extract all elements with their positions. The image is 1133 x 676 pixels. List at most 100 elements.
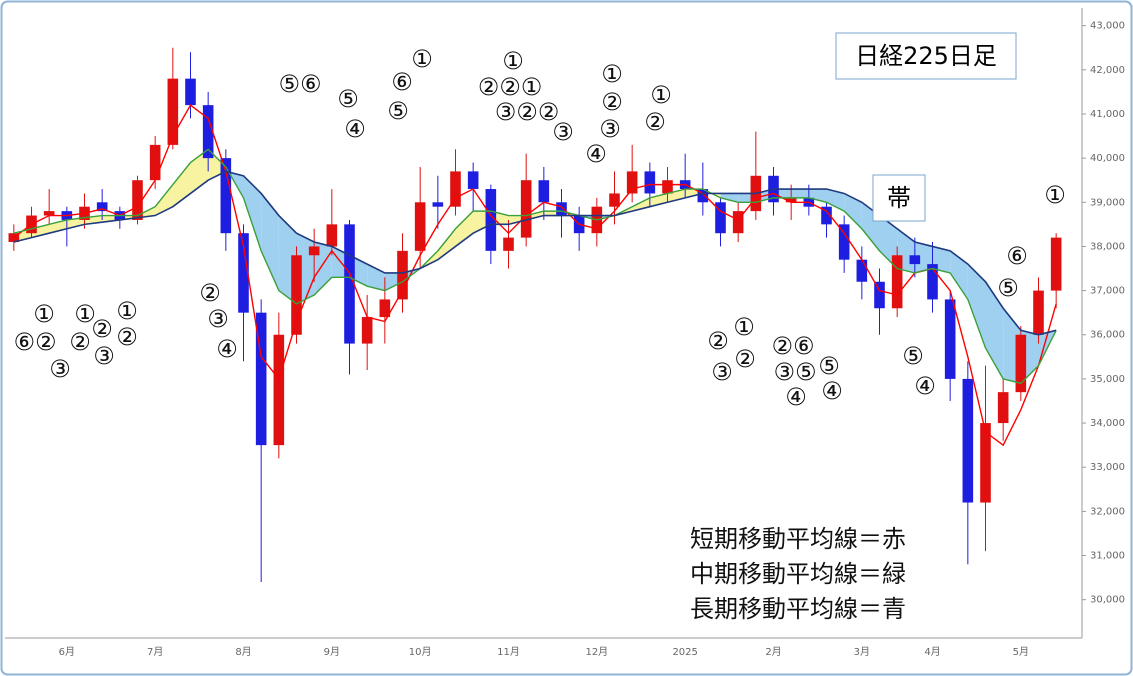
candle-body: [361, 317, 373, 344]
annotation: ④: [344, 115, 366, 143]
annotation: ①: [733, 313, 755, 341]
candle-body: [273, 334, 285, 446]
cloud-segment: [261, 193, 279, 291]
annotation: ⑤: [902, 342, 924, 370]
x-tick-label: 3月: [854, 646, 870, 658]
candle-body: [450, 171, 461, 207]
annotation: ①: [650, 81, 672, 109]
candle-body: [149, 144, 161, 181]
candle-body: [909, 255, 921, 265]
candle-body: [291, 255, 302, 335]
candle-body: [997, 392, 1009, 424]
y-tick-label: 32,000: [1090, 506, 1125, 517]
x-tick-label: 11月: [497, 646, 520, 658]
candle-body: [838, 224, 850, 260]
title-box: [835, 32, 1017, 80]
note: 短期移動平均線＝赤: [690, 525, 906, 553]
annotation: ①: [502, 47, 524, 75]
candle-body: [732, 211, 744, 234]
x-tick-label: 5月: [1013, 646, 1029, 658]
candle-body: [202, 105, 214, 159]
annotation: ③: [93, 342, 115, 370]
annotation: ③②②: [495, 98, 560, 126]
y-tick-label: 31,000: [1090, 551, 1125, 562]
cloud-label-box: [872, 174, 926, 222]
candle-body: [785, 197, 797, 203]
candle-body: [856, 259, 868, 282]
candle-body: [379, 299, 391, 318]
y-tick-label: 40,000: [1090, 153, 1125, 164]
candle-body: [485, 189, 497, 251]
annotation: ②: [734, 345, 756, 373]
y-tick-label: 42,000: [1090, 65, 1125, 76]
candle-body: [520, 180, 532, 238]
annotation: ⑤: [997, 274, 1019, 302]
candle-body: [662, 180, 673, 194]
moving-average-line: [13, 148, 1057, 385]
annotation: ①: [33, 300, 55, 328]
cloud-segment: [155, 184, 173, 216]
cloud-segment: [844, 193, 862, 229]
y-tick-label: 33,000: [1090, 462, 1125, 473]
moving-average-line: [13, 104, 1057, 447]
candle-body: [644, 171, 656, 194]
candle-body: [467, 171, 479, 190]
annotation: ①: [116, 297, 138, 325]
candle-body: [326, 224, 338, 247]
y-tick-label: 35,000: [1090, 374, 1125, 385]
annotation: ②: [199, 279, 221, 307]
annotation: ③: [599, 115, 621, 143]
annotation: ②: [69, 328, 91, 356]
cloud-segment: [791, 189, 809, 198]
candle-body: [308, 246, 320, 256]
candle-body: [891, 255, 903, 309]
annotation: ②⑥: [771, 332, 814, 360]
cloud-segment: [172, 162, 191, 207]
x-tick-label: 2月: [765, 646, 781, 658]
annotation: ⑤: [337, 85, 359, 113]
candle-body: [167, 78, 179, 145]
candle-body: [697, 189, 709, 203]
note: 長期移動平均線＝青: [690, 595, 906, 623]
cloud-label: 帯: [887, 184, 911, 212]
x-tick-label: 8月: [235, 646, 251, 658]
candle-body: [556, 202, 567, 216]
cloud-segment: [243, 175, 262, 251]
candle-body: [344, 224, 355, 344]
y-tick-label: 39,000: [1090, 197, 1125, 208]
candle-body: [96, 202, 108, 212]
annotation: ②: [116, 323, 138, 351]
annotation: ②: [91, 315, 113, 343]
candle-body: [220, 158, 232, 234]
annotation: ③: [49, 355, 71, 383]
note: 中期移動平均線＝緑: [690, 560, 906, 588]
candle-body: [944, 299, 956, 379]
x-tick-label: 7月: [147, 646, 163, 658]
y-tick-label: 30,000: [1090, 595, 1125, 606]
cloud-segment: [437, 228, 456, 260]
candle-body: [715, 202, 726, 234]
candle-body: [238, 233, 249, 313]
x-tick-label: 12月: [585, 646, 608, 658]
candle-body: [503, 237, 514, 251]
candles: [8, 47, 1062, 583]
cloud-segment: [66, 217, 85, 229]
annotation: ⑥: [391, 68, 413, 96]
candle-body: [1033, 290, 1044, 335]
candle-body: [132, 180, 143, 220]
y-tick-label: 38,000: [1090, 241, 1125, 252]
candle-body: [927, 264, 938, 300]
x-tick-label: 2025: [672, 647, 697, 658]
y-tick-label: 41,000: [1090, 109, 1125, 120]
annotation: ①: [411, 45, 433, 73]
cloud-segment: [720, 193, 739, 203]
annotation: ⑤: [818, 352, 840, 380]
annotation: ②: [644, 108, 666, 136]
chart-title: 日経225日足: [855, 42, 997, 70]
annotation: ⑥②: [13, 328, 56, 356]
candle-body: [821, 206, 832, 225]
